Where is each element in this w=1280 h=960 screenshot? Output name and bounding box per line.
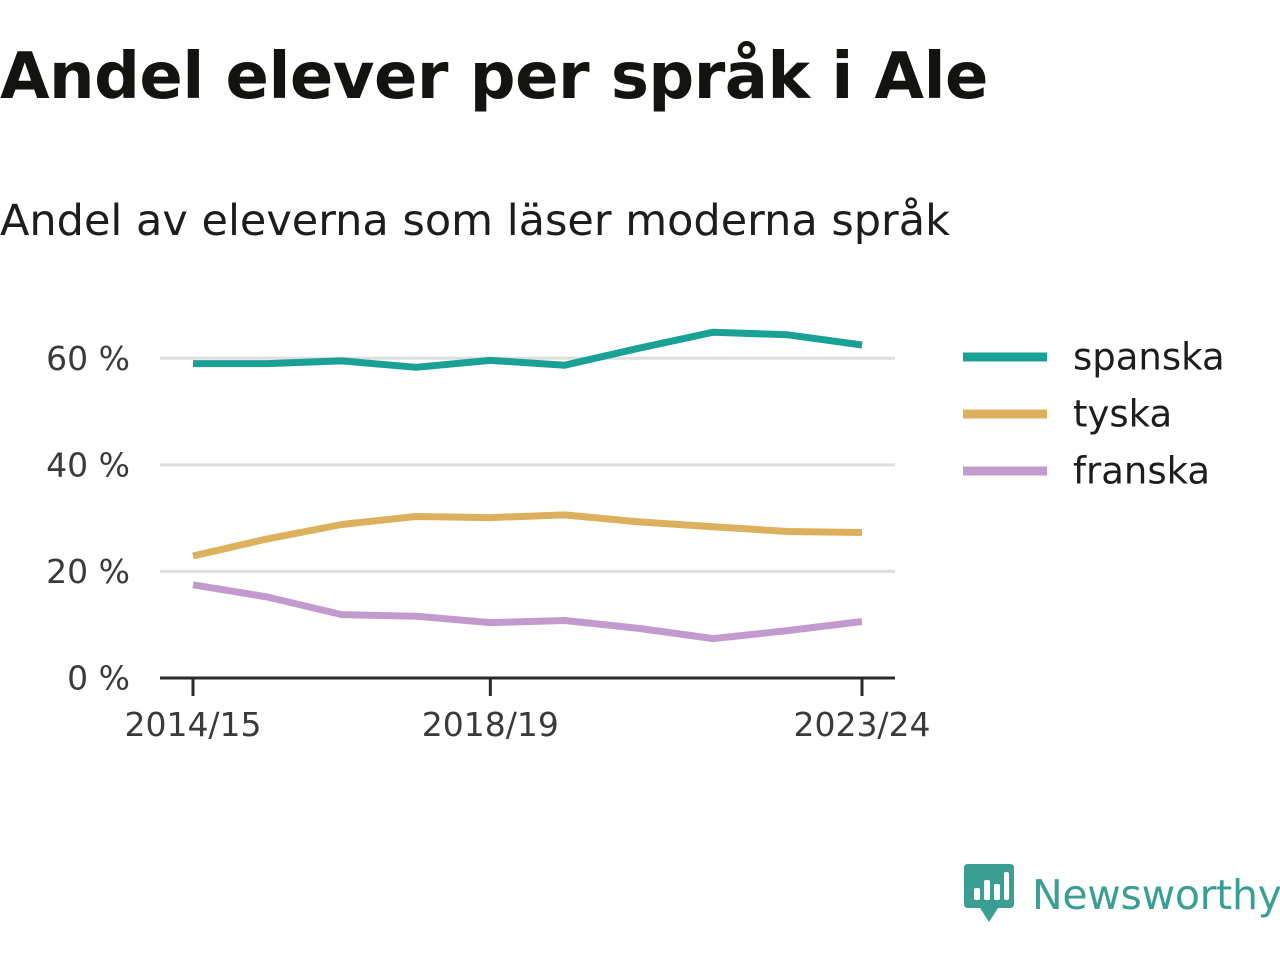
- y-tick-label: 0 %: [67, 659, 130, 698]
- chart-subtitle: Andel av eleverna som läser moderna språ…: [0, 196, 950, 246]
- y-tick-label: 60 %: [46, 339, 130, 378]
- series-line-spanska: [193, 328, 863, 371]
- legend-label-tyska: tyska: [1073, 393, 1172, 436]
- brand-name: Newsworthy: [1032, 871, 1280, 919]
- legend-label-spanska: spanska: [1073, 336, 1225, 379]
- series-lines: [192, 328, 863, 643]
- legend: spanska tyska franska: [963, 336, 1225, 493]
- x-tick-label: 2018/19: [422, 705, 559, 744]
- x-axis: 2014/15 2018/19 2023/24: [124, 676, 931, 744]
- series-line-tyska: [192, 511, 863, 560]
- chart-title: Andel elever per språk i Ale: [0, 40, 988, 114]
- x-tick-label: 2023/24: [793, 705, 930, 744]
- series-line-franska: [192, 581, 863, 643]
- y-axis-ticks: 0 % 20 % 40 % 60 %: [46, 339, 130, 698]
- gridlines: [160, 356, 895, 573]
- y-tick-label: 20 %: [46, 552, 130, 591]
- legend-label-franska: franska: [1073, 450, 1210, 493]
- y-tick-label: 40 %: [46, 445, 130, 484]
- x-tick-label: 2014/15: [124, 705, 261, 744]
- newsworthy-logo-icon: [964, 864, 1014, 922]
- brand-logo: Newsworthy: [964, 864, 1280, 926]
